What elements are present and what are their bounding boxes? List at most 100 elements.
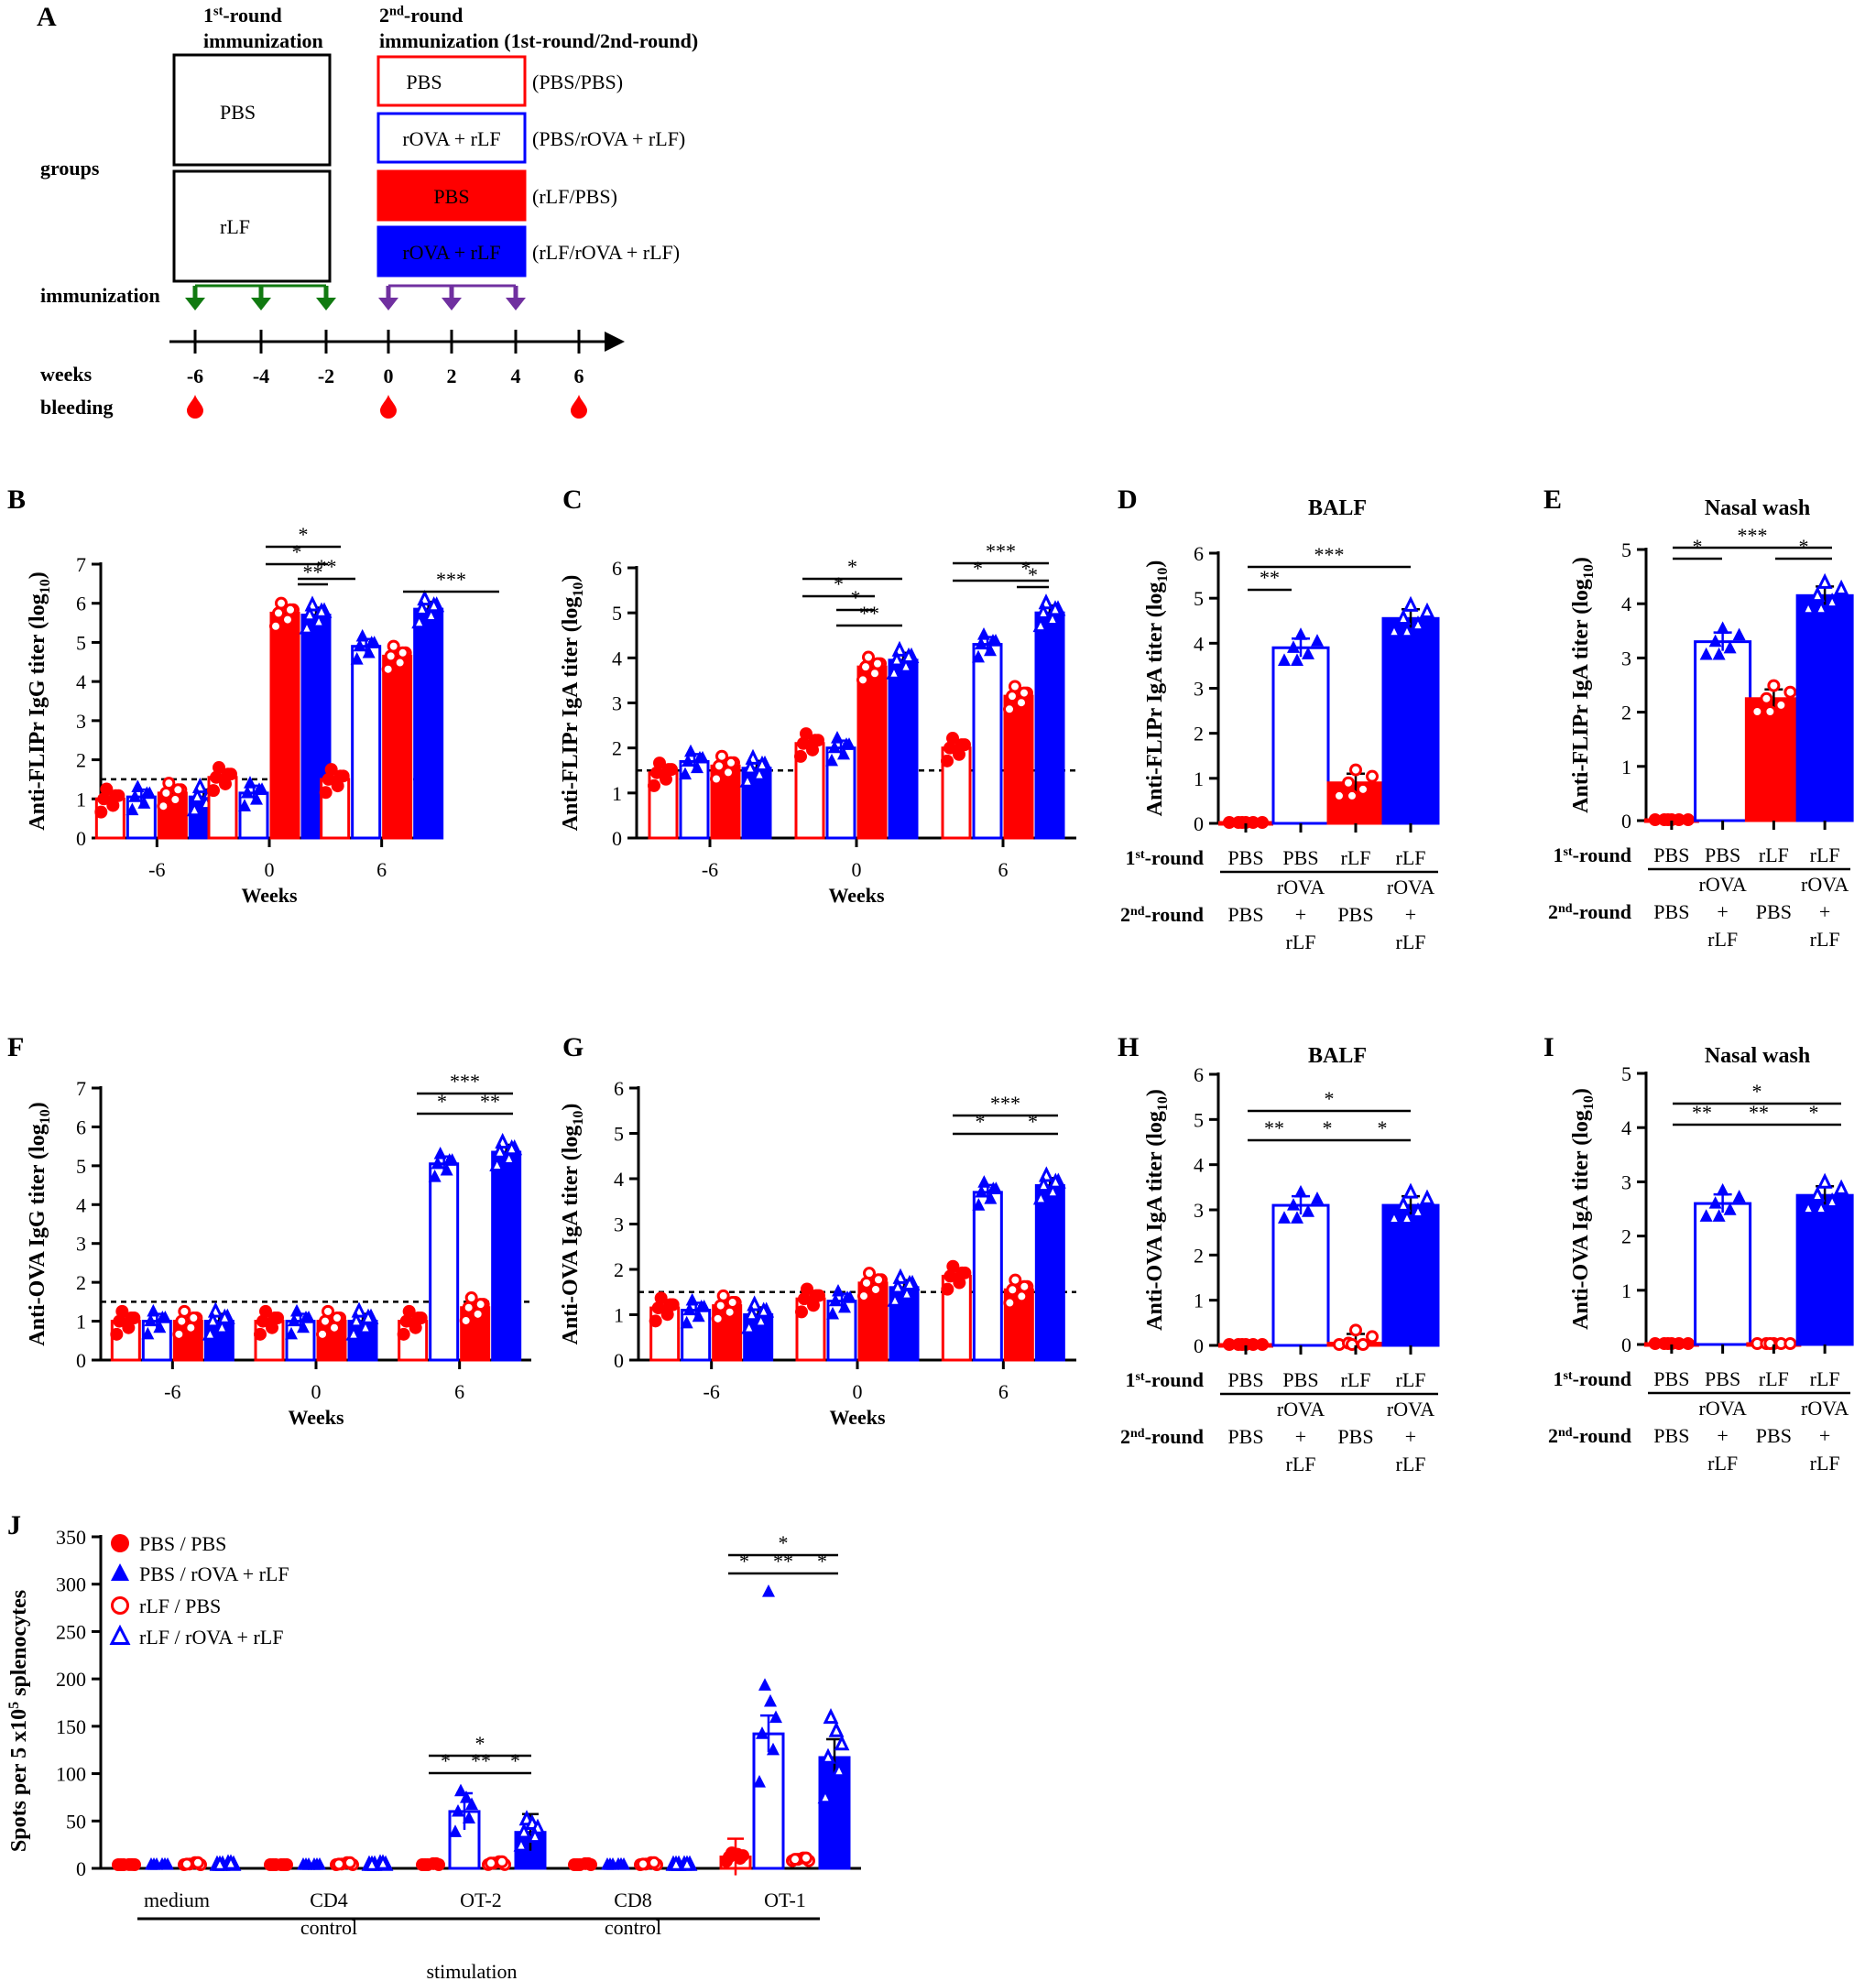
- data-point: [795, 1305, 808, 1319]
- data-point: [794, 749, 807, 763]
- data-point: [1419, 1189, 1435, 1205]
- x-tick-label: OT-2: [460, 1888, 502, 1911]
- y-tick-label: 6: [1194, 542, 1204, 565]
- first-round-box: [172, 169, 332, 283]
- y-tick-label: 3: [1194, 678, 1204, 701]
- data-point: [809, 734, 822, 747]
- group-label: (PBS/rOVA + rLF): [532, 127, 685, 150]
- y-axis-label: Anti-FLIPr IgA titer (log10): [559, 575, 586, 832]
- data-point: [238, 799, 251, 811]
- significance-label: *: [779, 1531, 789, 1554]
- data-point: [254, 1327, 267, 1341]
- data-point: [141, 1326, 155, 1340]
- data-point: [828, 1721, 845, 1737]
- data-point: [1018, 686, 1031, 700]
- data-point: [171, 783, 185, 797]
- data-point: [449, 1824, 462, 1837]
- data-point: [1681, 813, 1695, 826]
- data-point: [402, 1304, 416, 1318]
- data-point: [977, 626, 990, 640]
- y-tick-label: 6: [614, 1077, 624, 1100]
- y-tick-label: 4: [1194, 1154, 1204, 1177]
- significance-label: **: [1692, 1101, 1712, 1124]
- y-axis-label: Anti-FLIPr IgA titer (log10): [1143, 561, 1171, 817]
- data-point: [362, 645, 376, 659]
- y-tick-label: 5: [1194, 1108, 1204, 1131]
- panel-letter: E: [1543, 484, 1562, 515]
- significance-label: *: [1752, 1080, 1762, 1103]
- data-point: [513, 1835, 529, 1852]
- y-tick-label: 100: [56, 1763, 86, 1786]
- bar: [1271, 646, 1330, 825]
- y-tick-label: 0: [76, 1857, 86, 1880]
- x-tick-label: 0: [311, 1380, 322, 1403]
- group-first-label: rLF: [1810, 1367, 1840, 1390]
- data-point: [110, 1327, 124, 1341]
- data-point: [496, 1855, 508, 1868]
- y-tick-label: 6: [612, 557, 622, 580]
- x-tick-label: medium: [144, 1888, 210, 1911]
- data-point: [1006, 690, 1019, 703]
- group-second-label: rLF: [1707, 1452, 1738, 1475]
- data-point: [725, 756, 737, 769]
- data-point: [1346, 789, 1358, 802]
- data-point: [571, 1858, 584, 1871]
- data-point: [324, 763, 338, 777]
- data-point: [943, 741, 956, 755]
- group-second-label: PBS: [1227, 903, 1263, 926]
- data-point: [1357, 782, 1369, 796]
- x-tick-label: CD8: [614, 1888, 652, 1911]
- panel-letter: I: [1543, 1032, 1554, 1062]
- data-point: [984, 643, 997, 657]
- data-point: [975, 1184, 988, 1198]
- significance-label: ***: [986, 539, 1016, 562]
- group-second-label: rLF: [1707, 928, 1738, 951]
- data-point: [651, 1301, 665, 1315]
- data-point: [1256, 1338, 1269, 1351]
- data-point: [1032, 1189, 1049, 1205]
- second-round-box-label: rOVA + rLF: [402, 127, 500, 150]
- data-point: [433, 1147, 447, 1159]
- data-point: [1648, 1337, 1662, 1350]
- data-point: [365, 636, 378, 648]
- panel-letter: D: [1118, 484, 1138, 515]
- bar: [1034, 1183, 1065, 1362]
- data-point: [900, 647, 917, 664]
- y-tick-label: 3: [1194, 1199, 1204, 1222]
- group-first-label: PBS: [1282, 846, 1318, 869]
- data-point: [191, 1856, 204, 1869]
- data-point: [350, 652, 364, 665]
- significance-label: **: [1264, 1116, 1284, 1139]
- data-point: [1732, 627, 1746, 641]
- legend-marker: [111, 1596, 129, 1615]
- group-second-label: rLF: [1810, 1452, 1840, 1475]
- data-point: [1712, 1209, 1726, 1222]
- group-second-label: PBS: [1653, 900, 1689, 923]
- data-point: [431, 1156, 444, 1170]
- first-round-title-2: immunization: [203, 29, 323, 52]
- data-point: [1247, 1338, 1260, 1351]
- data-point: [1287, 640, 1300, 653]
- data-point: [723, 1850, 736, 1864]
- data-point: [1681, 1337, 1695, 1350]
- y-tick-label: 3: [76, 1233, 86, 1256]
- group-first-label: rLF: [1810, 844, 1840, 866]
- significance-label: *: [1325, 1087, 1335, 1110]
- y-tick-label: 0: [76, 1349, 86, 1372]
- data-point: [1809, 1185, 1826, 1202]
- data-point: [987, 634, 999, 647]
- data-point: [1291, 653, 1303, 667]
- data-point: [1672, 813, 1685, 826]
- data-point: [972, 649, 985, 663]
- data-point: [375, 1854, 391, 1870]
- second-round-row-label: 2nd-round: [1548, 1424, 1631, 1447]
- group-second-label: +: [1295, 1425, 1306, 1448]
- immunization-arrow-icon: [506, 298, 526, 310]
- data-point: [1047, 600, 1063, 616]
- data-point: [442, 1153, 456, 1166]
- significance-label: *: [1378, 1116, 1388, 1139]
- data-point: [1751, 705, 1764, 719]
- y-tick-label: 3: [76, 710, 86, 733]
- y-tick-label: 4: [614, 1168, 624, 1191]
- y-tick-label: 50: [66, 1810, 86, 1833]
